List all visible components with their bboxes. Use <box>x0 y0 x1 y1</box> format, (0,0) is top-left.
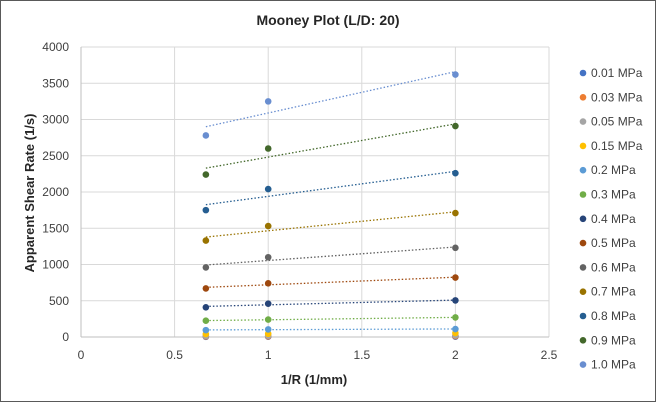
data-point-12-0 <box>202 132 210 139</box>
x-tick-label: 0.5 <box>166 348 183 362</box>
trendline-10 <box>205 170 456 206</box>
legend-marker-10 <box>579 312 587 320</box>
trendline-12 <box>205 71 456 128</box>
x-axis-title: 1/R (1/mm) <box>281 372 347 387</box>
trendline-5 <box>205 316 456 322</box>
data-point-7-1 <box>264 280 272 287</box>
legend-label-4: 0.2 MPa <box>591 163 636 177</box>
legend-marker-6 <box>579 215 587 223</box>
data-point-10-0 <box>202 206 210 214</box>
legend-label-8: 0.6 MPa <box>591 260 636 274</box>
x-tick-label: 0 <box>78 348 85 362</box>
legend: 0.01 MPa 0.03 MPa 0.05 MPa 0.15 MPa 0.2 MPa 0… <box>579 66 643 372</box>
x-tick-label: 2.5 <box>541 348 558 362</box>
y-tick-label: 4000 <box>42 40 69 54</box>
legend-label-2: 0.05 MPa <box>591 115 643 129</box>
data-point-9-2 <box>452 209 459 217</box>
trendline-9 <box>205 211 456 238</box>
data-point-5-2 <box>452 314 459 321</box>
trendline-11 <box>205 123 456 169</box>
legend-label-12: 1.0 MPa <box>591 358 636 372</box>
legend-label-11: 0.9 MPa <box>591 333 636 347</box>
data-points <box>202 71 459 341</box>
legend-label-7: 0.5 MPa <box>591 236 636 250</box>
x-tick-label: 1.5 <box>353 348 370 362</box>
trendlines <box>205 71 456 331</box>
data-point-11-1 <box>264 145 272 152</box>
legend-marker-3 <box>579 142 587 150</box>
legend-marker-8 <box>579 264 587 271</box>
y-tick-label: 500 <box>49 294 69 308</box>
legend-label-10: 0.8 MPa <box>591 309 636 323</box>
y-axis-title: Apparent Shear Rate (1/s) <box>22 114 37 273</box>
data-point-12-2 <box>452 71 459 78</box>
data-point-9-1 <box>264 222 272 230</box>
data-point-7-2 <box>452 274 459 281</box>
x-tick-label: 1 <box>265 348 272 362</box>
y-tick-label: 2500 <box>42 149 69 163</box>
data-point-11-2 <box>452 122 459 130</box>
trendline-7 <box>205 276 456 288</box>
legend-label-9: 0.7 MPa <box>591 285 636 299</box>
data-point-4-0 <box>202 326 210 334</box>
legend-marker-2 <box>579 118 587 125</box>
data-point-4-2 <box>452 325 459 333</box>
y-tick-label: 3000 <box>42 113 69 127</box>
data-point-6-0 <box>202 303 210 311</box>
data-point-10-1 <box>264 185 272 193</box>
y-tick-label: 2000 <box>42 185 69 199</box>
legend-label-6: 0.4 MPa <box>591 212 636 226</box>
legend-marker-5 <box>579 191 587 198</box>
data-point-12-1 <box>264 98 272 105</box>
grid-lines <box>81 46 550 337</box>
trendline-4 <box>205 328 456 331</box>
legend-label-0: 0.01 MPa <box>591 66 643 80</box>
legend-marker-0 <box>579 69 587 77</box>
legend-marker-1 <box>579 94 587 101</box>
data-point-8-2 <box>452 244 459 252</box>
data-point-5-0 <box>202 317 210 324</box>
x-tick-label: 2 <box>452 348 459 362</box>
data-point-7-0 <box>202 285 210 292</box>
legend-marker-12 <box>579 361 587 368</box>
chart-title: Mooney Plot (L/D: 20) <box>256 12 399 28</box>
data-point-6-1 <box>264 300 272 307</box>
legend-marker-7 <box>579 239 587 247</box>
legend-marker-9 <box>579 288 587 296</box>
legend-label-1: 0.03 MPa <box>591 90 643 104</box>
tick-labels: 0 500 1000 1500 2000 2500 3000 3500 4000 0 0.5 1 1.5… <box>42 40 557 362</box>
y-tick-label: 1000 <box>42 258 69 272</box>
axes <box>80 47 549 338</box>
legend-label-5: 0.3 MPa <box>591 188 636 202</box>
data-point-6-2 <box>452 297 459 304</box>
legend-marker-4 <box>579 166 587 174</box>
data-point-11-0 <box>202 171 210 178</box>
legend-label-3: 0.15 MPa <box>591 139 643 153</box>
data-point-9-0 <box>202 237 210 244</box>
trendline-8 <box>205 246 456 266</box>
y-tick-label: 1500 <box>42 221 69 235</box>
data-point-5-1 <box>264 316 272 323</box>
legend-marker-11 <box>579 337 587 344</box>
data-point-10-2 <box>452 169 459 177</box>
y-tick-label: 0 <box>62 330 69 344</box>
data-point-4-1 <box>264 326 272 333</box>
data-point-8-0 <box>202 264 210 271</box>
y-tick-label: 3500 <box>42 76 69 90</box>
data-point-8-1 <box>264 253 272 261</box>
